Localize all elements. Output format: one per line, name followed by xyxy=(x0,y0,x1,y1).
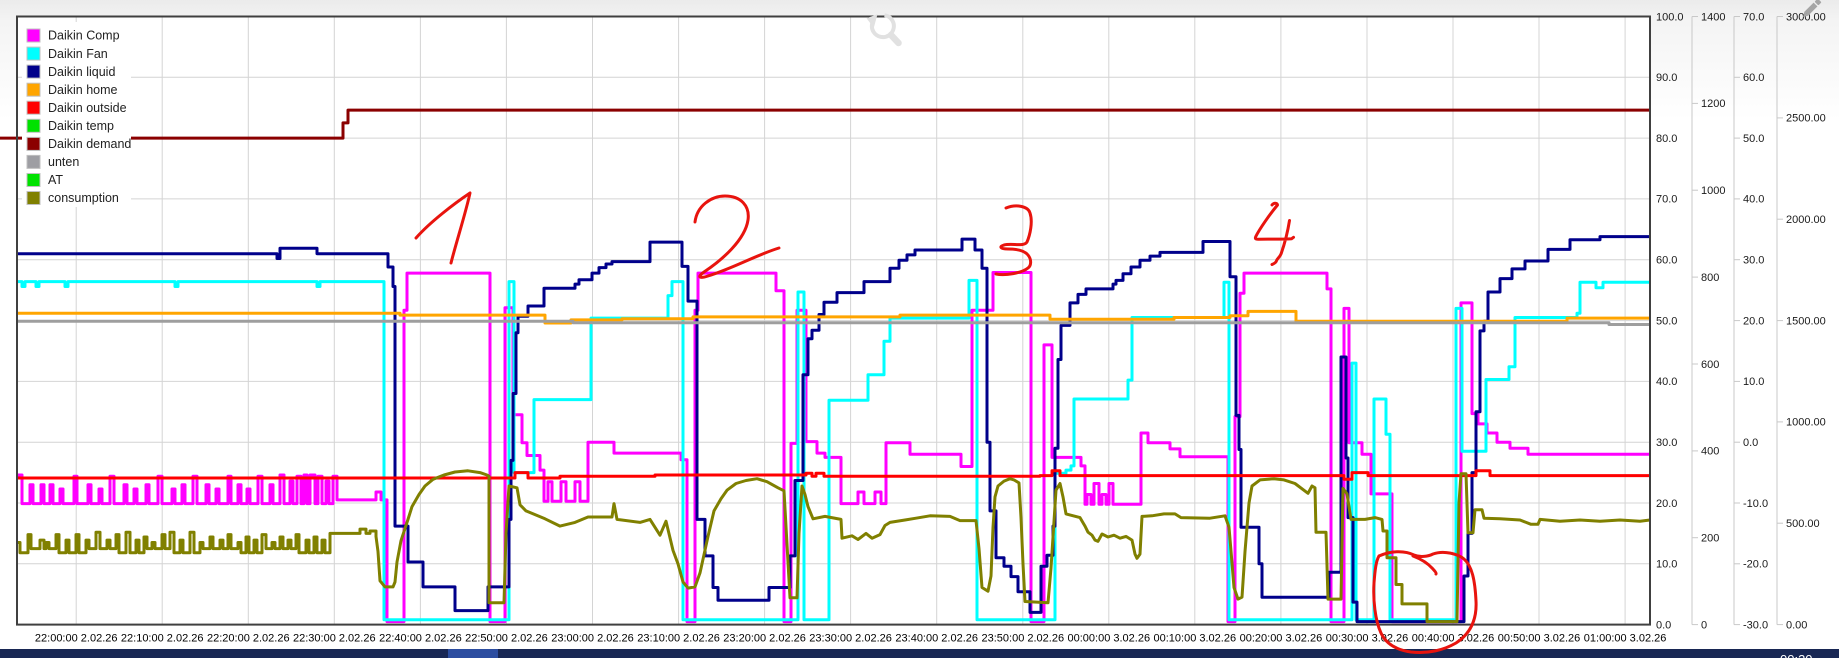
svg-text:AT: AT xyxy=(48,173,63,187)
svg-text:60.0: 60.0 xyxy=(1656,255,1677,267)
svg-text:500.00: 500.00 xyxy=(1786,518,1820,530)
svg-text:1500.00: 1500.00 xyxy=(1786,315,1826,327)
svg-text:50.0: 50.0 xyxy=(1656,315,1677,327)
svg-text:00:10:00 3.02.26: 00:10:00 3.02.26 xyxy=(1154,633,1237,645)
svg-text:-30.0: -30.0 xyxy=(1743,619,1768,631)
svg-text:30.0: 30.0 xyxy=(1656,437,1677,449)
svg-text:00:30: 00:30 xyxy=(1780,652,1813,658)
svg-text:100.0: 100.0 xyxy=(1656,11,1684,23)
svg-text:1000: 1000 xyxy=(1701,185,1725,197)
svg-text:-10.0: -10.0 xyxy=(1743,498,1768,510)
svg-text:23:50:00 2.02.26: 23:50:00 2.02.26 xyxy=(982,633,1065,645)
svg-text:22:40:00 2.02.26: 22:40:00 2.02.26 xyxy=(379,633,462,645)
svg-text:-20.0: -20.0 xyxy=(1743,559,1768,571)
svg-text:70.0: 70.0 xyxy=(1743,11,1764,23)
svg-text:10.0: 10.0 xyxy=(1743,376,1764,388)
svg-text:30.0: 30.0 xyxy=(1743,255,1764,267)
svg-text:00:40:00 3.02.26: 00:40:00 3.02.26 xyxy=(1412,633,1495,645)
svg-text:40.0: 40.0 xyxy=(1656,376,1677,388)
svg-text:10.0: 10.0 xyxy=(1656,559,1677,571)
svg-text:unten: unten xyxy=(48,155,79,169)
svg-text:00:00:00 3.02.26: 00:00:00 3.02.26 xyxy=(1068,633,1151,645)
svg-text:23:30:00 2.02.26: 23:30:00 2.02.26 xyxy=(809,633,892,645)
svg-text:Daikin temp: Daikin temp xyxy=(48,119,114,133)
svg-text:23:10:00 2.02.26: 23:10:00 2.02.26 xyxy=(637,633,720,645)
svg-text:800: 800 xyxy=(1701,272,1719,284)
svg-text:00:20:00 3.02.26: 00:20:00 3.02.26 xyxy=(1240,633,1323,645)
svg-text:0.0: 0.0 xyxy=(1656,619,1671,631)
svg-text:90.0: 90.0 xyxy=(1656,72,1677,84)
svg-text:22:50:00 2.02.26: 22:50:00 2.02.26 xyxy=(465,633,548,645)
svg-text:01:00:00 3.02.26: 01:00:00 3.02.26 xyxy=(1584,633,1667,645)
svg-text:22:10:00 2.02.26: 22:10:00 2.02.26 xyxy=(121,633,204,645)
svg-text:Daikin home: Daikin home xyxy=(48,83,118,97)
svg-text:consumption: consumption xyxy=(48,191,119,205)
svg-text:Daikin demand: Daikin demand xyxy=(48,137,131,151)
svg-text:20.0: 20.0 xyxy=(1656,498,1677,510)
svg-text:3000.00: 3000.00 xyxy=(1786,11,1826,23)
svg-text:20.0: 20.0 xyxy=(1743,315,1764,327)
svg-text:200: 200 xyxy=(1701,533,1719,545)
svg-text:1000.00: 1000.00 xyxy=(1786,417,1826,429)
svg-text:1200: 1200 xyxy=(1701,98,1725,110)
svg-text:23:20:00 2.02.26: 23:20:00 2.02.26 xyxy=(723,633,806,645)
svg-text:50.0: 50.0 xyxy=(1743,133,1764,145)
svg-text:1400: 1400 xyxy=(1701,11,1725,23)
svg-text:22:20:00 2.02.26: 22:20:00 2.02.26 xyxy=(207,633,290,645)
svg-text:Daikin liquid: Daikin liquid xyxy=(48,65,115,79)
svg-text:Daikin Comp: Daikin Comp xyxy=(48,29,120,43)
svg-text:22:30:00 2.02.26: 22:30:00 2.02.26 xyxy=(293,633,376,645)
svg-text:70.0: 70.0 xyxy=(1656,194,1677,206)
svg-text:0: 0 xyxy=(1701,619,1707,631)
svg-text:Daikin Fan: Daikin Fan xyxy=(48,47,108,61)
svg-text:00:50:00 3.02.26: 00:50:00 3.02.26 xyxy=(1498,633,1581,645)
svg-text:600: 600 xyxy=(1701,359,1719,371)
svg-text:400: 400 xyxy=(1701,446,1719,458)
svg-text:80.0: 80.0 xyxy=(1656,133,1677,145)
svg-text:60.0: 60.0 xyxy=(1743,72,1764,84)
svg-text:0.00: 0.00 xyxy=(1786,619,1807,631)
svg-text:23:00:00 2.02.26: 23:00:00 2.02.26 xyxy=(551,633,634,645)
svg-text:22:00:00 2.02.26: 22:00:00 2.02.26 xyxy=(35,633,118,645)
svg-text:00:30:00 3.02.26: 00:30:00 3.02.26 xyxy=(1326,633,1409,645)
svg-text:0.0: 0.0 xyxy=(1743,437,1758,449)
svg-text:Daikin outside: Daikin outside xyxy=(48,101,127,115)
svg-text:40.0: 40.0 xyxy=(1743,194,1764,206)
svg-text:2500.00: 2500.00 xyxy=(1786,113,1826,125)
svg-text:2000.00: 2000.00 xyxy=(1786,214,1826,226)
svg-text:23:40:00 2.02.26: 23:40:00 2.02.26 xyxy=(895,633,978,645)
